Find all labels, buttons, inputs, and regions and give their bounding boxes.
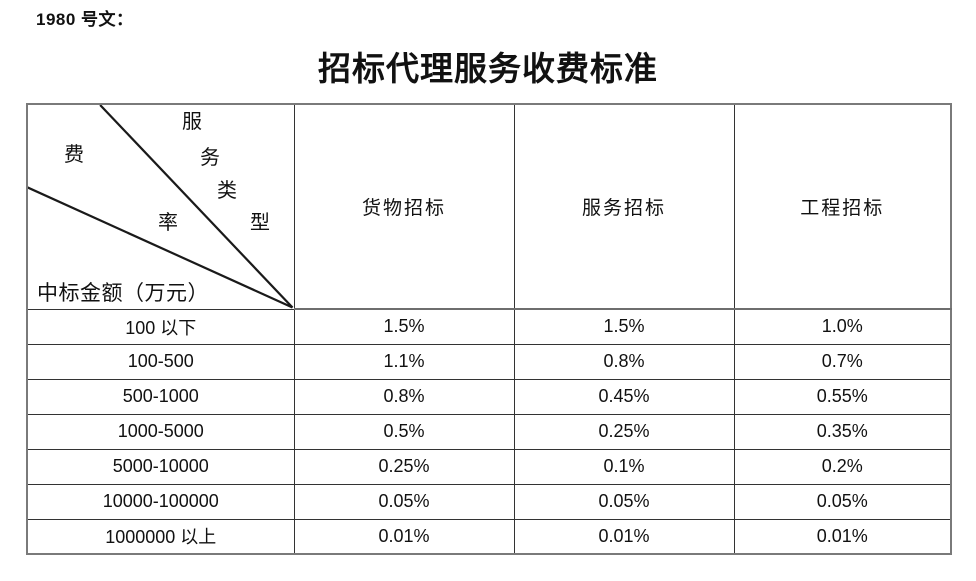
rate-value-cell: 0.1% bbox=[513, 448, 735, 485]
rate-value-cell: 0.35% bbox=[733, 413, 952, 450]
rate-value-cell: 1.5% bbox=[513, 308, 735, 345]
column-header-works: 工程招标 bbox=[733, 103, 952, 310]
corner-char-fei: 费 bbox=[64, 144, 84, 166]
rate-value-cell: 0.55% bbox=[733, 378, 952, 415]
amount-range-cell: 500-1000 bbox=[26, 378, 295, 415]
diagonal-corner-cell: 服 费 务 类 率 型 中标金额（万元） bbox=[26, 103, 295, 310]
rate-value-cell: 0.01% bbox=[513, 518, 735, 555]
diagonal-lines-graphic bbox=[28, 105, 293, 308]
corner-char-wu: 务 bbox=[200, 147, 220, 169]
corner-char-xing: 型 bbox=[250, 212, 270, 234]
rate-value-cell: 0.7% bbox=[733, 343, 952, 380]
fee-standard-table: 服 费 务 类 率 型 中标金额（万元） 货物招标 服务招标 工程招标 100 … bbox=[26, 103, 952, 555]
amount-range-cell: 100 以下 bbox=[26, 308, 295, 345]
amount-range-cell: 100-500 bbox=[26, 343, 295, 380]
rate-value-cell: 0.01% bbox=[733, 518, 952, 555]
table-row: 500-1000 0.8% 0.45% 0.55% bbox=[26, 378, 952, 415]
page-title: 招标代理服务收费标准 bbox=[318, 52, 658, 88]
column-header-services: 服务招标 bbox=[513, 103, 735, 310]
row-axis-label: 中标金额（万元） bbox=[37, 281, 209, 305]
amount-range-cell: 1000-5000 bbox=[26, 413, 295, 450]
amount-range-cell: 10000-100000 bbox=[26, 483, 295, 520]
table-row: 100-500 1.1% 0.8% 0.7% bbox=[26, 343, 952, 380]
rate-value-cell: 0.05% bbox=[733, 483, 952, 520]
rate-value-cell: 0.5% bbox=[293, 413, 515, 450]
rate-value-cell: 0.25% bbox=[513, 413, 735, 450]
corner-char-fu: 服 bbox=[182, 111, 202, 133]
rate-value-cell: 0.05% bbox=[293, 483, 515, 520]
table-row: 1000-5000 0.5% 0.25% 0.35% bbox=[26, 413, 952, 450]
table-row: 5000-10000 0.25% 0.1% 0.2% bbox=[26, 448, 952, 485]
table-row: 100 以下 1.5% 1.5% 1.0% bbox=[26, 308, 952, 345]
table-row: 10000-100000 0.05% 0.05% 0.05% bbox=[26, 483, 952, 520]
table-body: 100 以下 1.5% 1.5% 1.0% 100-500 1.1% 0.8% 0.7% 500… bbox=[26, 308, 952, 555]
table-row: 1000000 以上 0.01% 0.01% 0.01% bbox=[26, 518, 952, 555]
rate-value-cell: 0.45% bbox=[513, 378, 735, 415]
corner-char-lei: 类 bbox=[217, 180, 237, 202]
doc-number-label: 1980 号文： bbox=[36, 10, 134, 29]
rate-value-cell: 0.8% bbox=[513, 343, 735, 380]
column-header-goods: 货物招标 bbox=[293, 103, 515, 310]
rate-value-cell: 1.1% bbox=[293, 343, 515, 380]
table-header-row: 服 费 务 类 率 型 中标金额（万元） 货物招标 服务招标 工程招标 bbox=[26, 103, 952, 310]
amount-range-cell: 5000-10000 bbox=[26, 448, 295, 485]
corner-char-lv: 率 bbox=[158, 212, 178, 234]
rate-value-cell: 1.0% bbox=[733, 308, 952, 345]
rate-value-cell: 0.01% bbox=[293, 518, 515, 555]
amount-range-cell: 1000000 以上 bbox=[26, 518, 295, 555]
rate-value-cell: 0.2% bbox=[733, 448, 952, 485]
rate-value-cell: 0.25% bbox=[293, 448, 515, 485]
rate-value-cell: 1.5% bbox=[293, 308, 515, 345]
rate-value-cell: 0.05% bbox=[513, 483, 735, 520]
rate-value-cell: 0.8% bbox=[293, 378, 515, 415]
